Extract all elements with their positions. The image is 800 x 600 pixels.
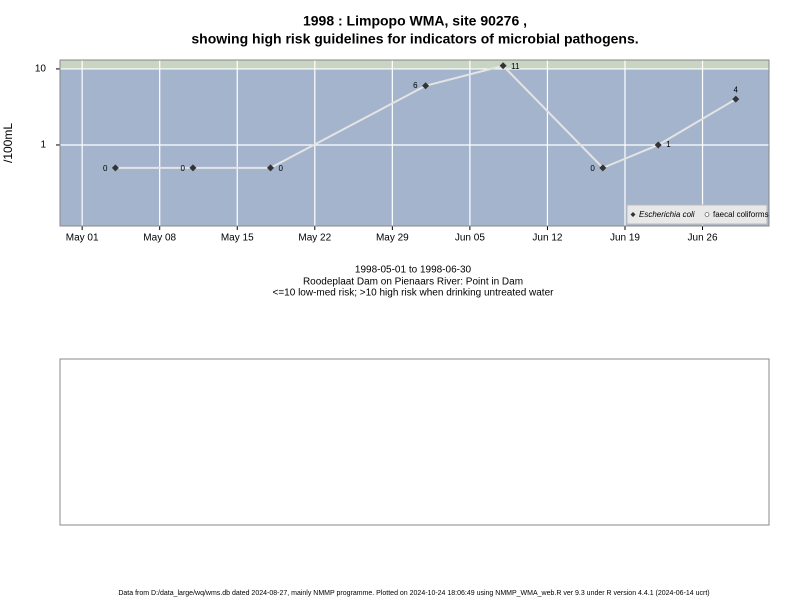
subtitle: <=10 low-med risk; >10 high risk when dr… <box>273 288 555 299</box>
x-tick-label: Jun 19 <box>610 233 640 244</box>
legend-label: faecal coliforms <box>713 210 769 219</box>
y-tick-label: 10 <box>35 64 47 75</box>
empty-panel <box>59 358 770 526</box>
subtitle: 1998-05-01 to 1998-06-30 <box>355 265 472 276</box>
series-line <box>115 64 737 170</box>
data-label: 0 <box>180 164 185 173</box>
high-risk-band <box>60 60 769 69</box>
data-label: 0 <box>103 164 108 173</box>
x-tick-label: May 15 <box>221 233 254 244</box>
data-label: 0 <box>590 164 595 173</box>
x-tick-label: Jun 12 <box>532 233 562 244</box>
legend-symbol <box>704 212 710 217</box>
data-label: 4 <box>734 85 739 94</box>
data-point <box>422 82 430 90</box>
y-axis-label: /100mL <box>1 123 15 163</box>
legend-label: Escherichia coli <box>639 210 695 219</box>
data-point <box>189 164 197 172</box>
x-tick-label: Jun 05 <box>455 233 485 244</box>
x-tick-label: Jun 26 <box>688 233 718 244</box>
data-point <box>499 62 507 70</box>
data-label: 0 <box>278 164 283 173</box>
data-point <box>732 95 740 103</box>
chart-title: 1998 : Limpopo WMA, site 90276 , <box>303 13 527 29</box>
footer: Data from D:/data_large/wq/wms.db dated … <box>118 590 709 597</box>
chart-title: showing high risk guidelines for indicat… <box>191 31 638 47</box>
x-tick-label: May 29 <box>376 233 409 244</box>
data-point <box>266 164 274 172</box>
data-point <box>654 141 662 149</box>
data-label: 1 <box>666 140 671 149</box>
subtitle: Roodeplaat Dam on Pienaars River: Point … <box>303 277 523 288</box>
legend-box <box>626 204 768 225</box>
plot-frame <box>59 59 770 227</box>
x-tick-label: May 22 <box>298 233 331 244</box>
data-label: 6 <box>413 81 418 90</box>
legend-symbol <box>630 212 636 217</box>
legend: Escherichia coli faecal coliforms <box>626 204 769 225</box>
data-label: 11 <box>511 62 520 71</box>
plot-background <box>60 60 769 226</box>
y-tick-label: 1 <box>40 140 46 151</box>
data-point <box>111 164 119 172</box>
x-tick-label: May 08 <box>143 233 176 244</box>
x-tick-label: May 01 <box>66 233 99 244</box>
data-point <box>599 164 607 172</box>
